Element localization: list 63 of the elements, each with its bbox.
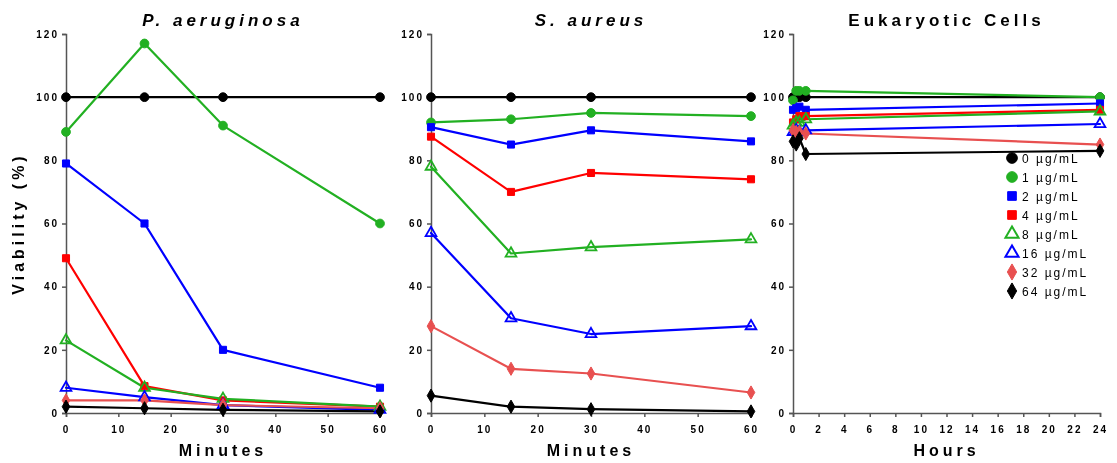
x-tick-label: 0: [789, 424, 798, 435]
x-tick-label: 60: [743, 424, 760, 435]
y-tick-label: 20: [43, 344, 59, 356]
x-tick-label: 18: [1016, 424, 1032, 435]
legend-label: 1 µg/mL: [1022, 171, 1080, 185]
x-tick-label: 0: [427, 424, 436, 435]
y-tick-label: 120: [763, 28, 786, 40]
x-axis-title: Minutes: [178, 442, 268, 459]
chart-title: S. aureus: [534, 11, 648, 30]
y-tick-label: 80: [43, 155, 59, 167]
chart-title: P. aeruginosa: [142, 11, 304, 30]
y-tick-label: 0: [416, 407, 424, 419]
legend-label: 2 µg/mL: [1022, 190, 1080, 204]
y-tick-label: 60: [408, 218, 424, 230]
legend-label: 4 µg/mL: [1022, 209, 1080, 223]
chart-title: Eukaryotic Cells: [848, 11, 1045, 30]
x-tick-label: 2: [815, 424, 823, 435]
x-axis-title: Minutes: [546, 442, 636, 459]
x-tick-label: 20: [163, 424, 179, 435]
y-tick-label: 100: [763, 91, 786, 103]
x-tick-label: 40: [268, 424, 284, 435]
x-tick-label: 30: [583, 424, 600, 435]
y-tick-label: 80: [408, 155, 424, 167]
y-tick-label: 40: [43, 281, 59, 293]
x-tick-label: 60: [372, 424, 389, 435]
x-tick-label: 12: [939, 424, 955, 435]
y-tick-label: 0: [778, 407, 786, 419]
x-tick-label: 40: [637, 424, 653, 435]
x-tick-label: 10: [913, 424, 929, 435]
x-tick-label: 30: [215, 424, 232, 435]
y-tick-label: 80: [770, 155, 786, 167]
y-tick-label: 40: [408, 281, 424, 293]
y-tick-label: 0: [51, 407, 59, 419]
y-tick-label: 100: [36, 91, 59, 103]
y-tick-label: 20: [408, 344, 424, 356]
legend-label: 32 µg/mL: [1022, 266, 1089, 280]
y-tick-label: 60: [770, 218, 786, 230]
x-tick-label: 24: [1092, 424, 1109, 435]
x-tick-label: 50: [690, 424, 706, 435]
legend-label: 0 µg/mL: [1022, 152, 1080, 166]
y-tick-label: 120: [36, 28, 59, 40]
x-tick-label: 16: [990, 424, 1006, 435]
x-tick-label: 20: [1041, 424, 1057, 435]
x-tick-label: 22: [1067, 424, 1083, 435]
y-tick-label: 60: [43, 218, 59, 230]
x-tick-label: 4: [840, 424, 849, 435]
legend-label: 16 µg/mL: [1022, 247, 1089, 261]
x-tick-label: 10: [111, 424, 127, 435]
y-tick-label: 100: [401, 91, 424, 103]
y-axis-title: Viability (%): [10, 152, 27, 295]
x-tick-label: 8: [892, 424, 900, 435]
x-axis-title: Hours: [913, 442, 980, 459]
y-tick-label: 40: [770, 281, 786, 293]
x-tick-label: 10: [477, 424, 493, 435]
y-tick-label: 120: [401, 28, 424, 40]
x-tick-label: 14: [965, 424, 981, 435]
x-tick-label: 6: [866, 424, 875, 435]
legend-label: 64 µg/mL: [1022, 285, 1089, 299]
x-tick-label: 0: [62, 424, 71, 435]
y-tick-label: 20: [770, 344, 786, 356]
x-tick-label: 50: [320, 424, 336, 435]
legend-label: 8 µg/mL: [1022, 228, 1080, 242]
x-tick-label: 20: [530, 424, 546, 435]
